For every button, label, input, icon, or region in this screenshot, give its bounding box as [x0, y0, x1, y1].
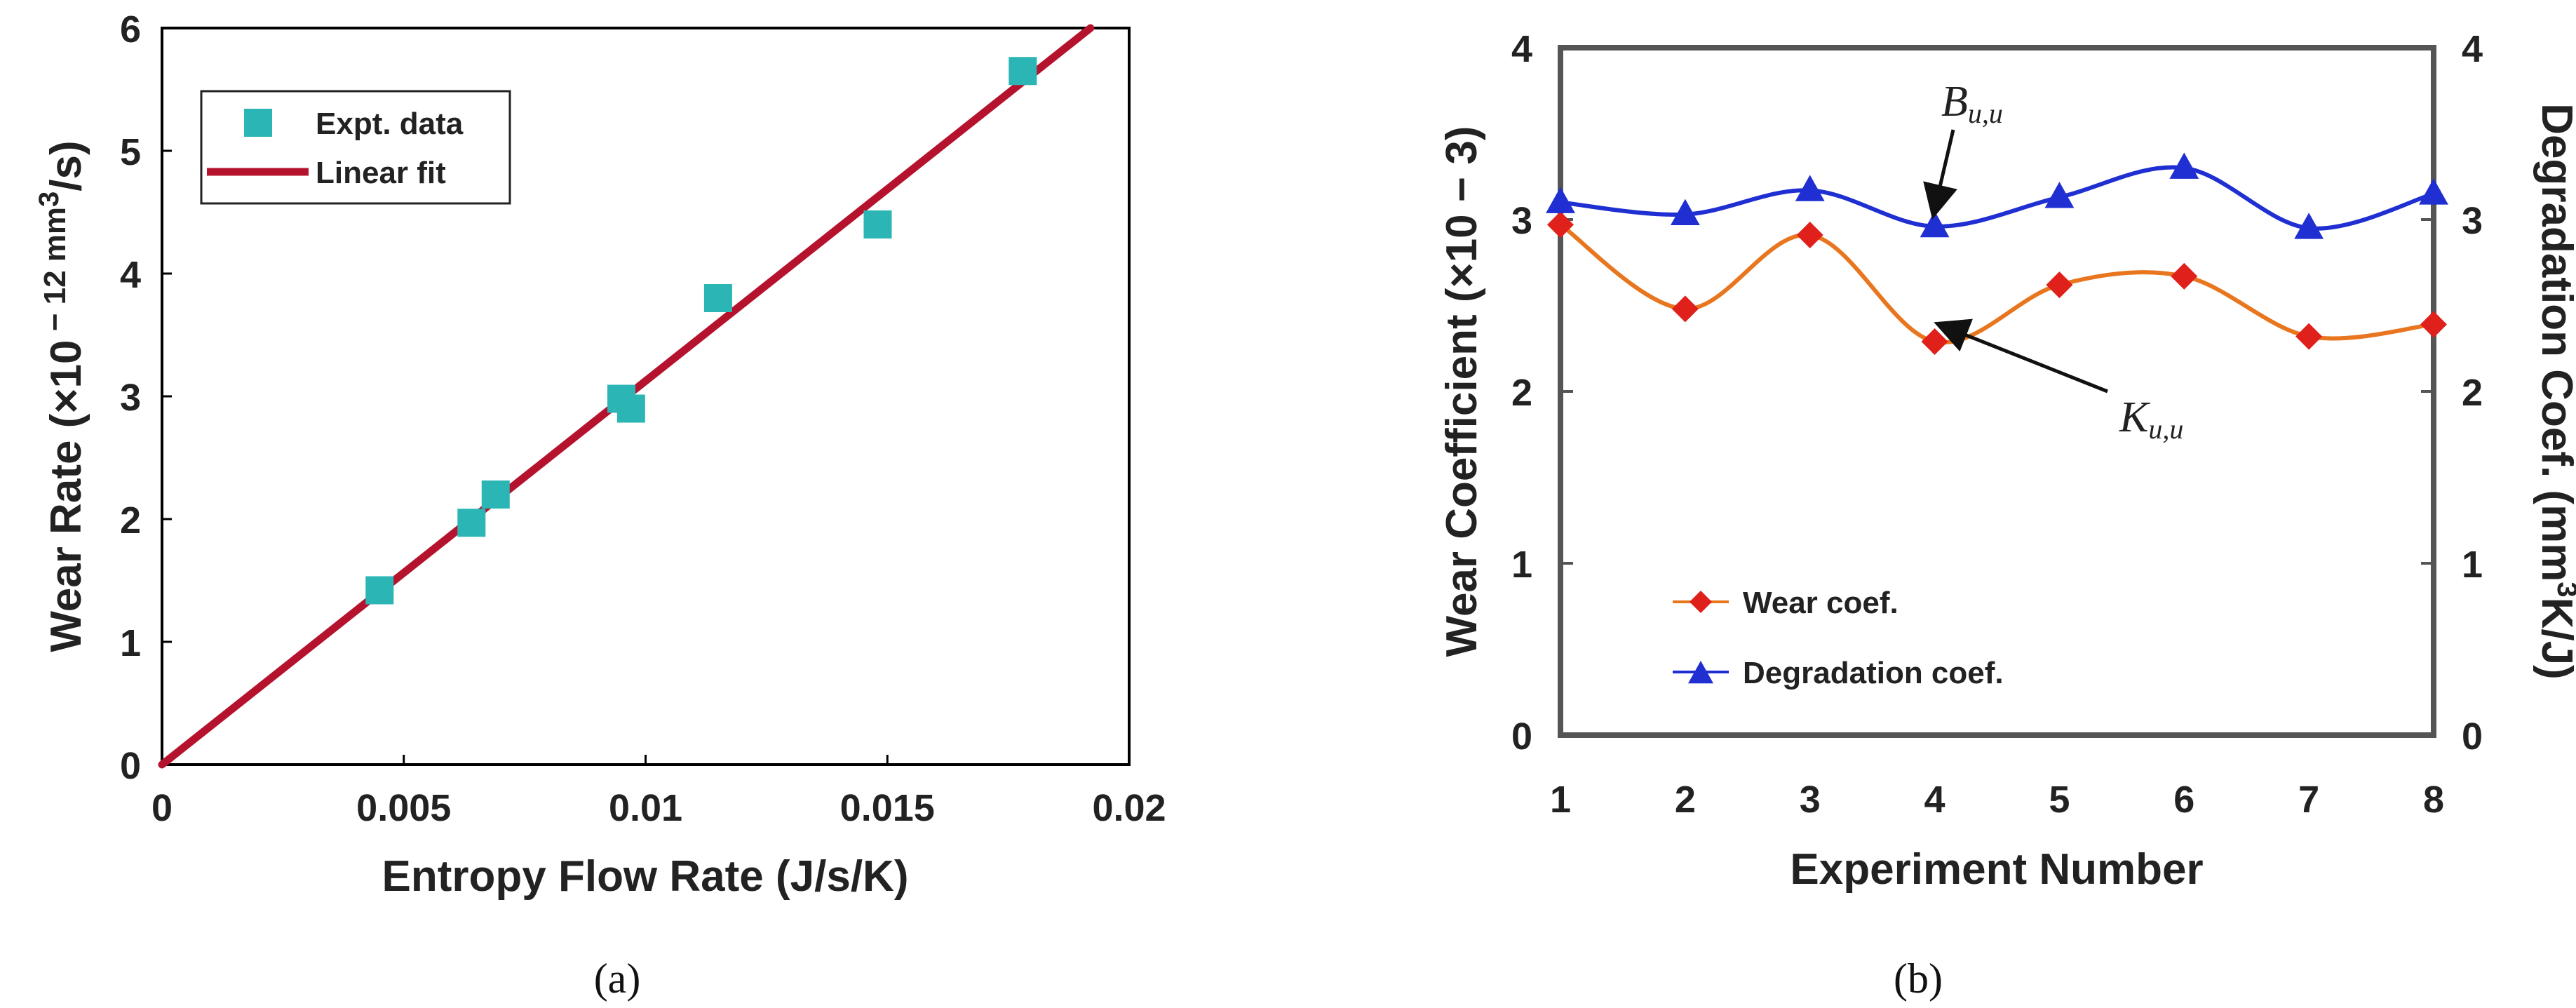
- annotation-b-uu-arrow: [1923, 129, 1957, 220]
- a-x-tick-label: 0.02: [1092, 787, 1166, 829]
- wear-coef-point: [2420, 311, 2447, 338]
- b-x-tick-label: 4: [1924, 779, 1946, 821]
- b-x-tick-label: 8: [2423, 779, 2444, 821]
- degradation-coef-point: [1670, 199, 1700, 226]
- panel-b-x-ticks: 1 2 3 4 5 6 7 8: [1550, 779, 2444, 821]
- a-y-tick-label: 1: [120, 622, 141, 664]
- panel-b-y2-axis-label: Degradation Coef. (mm3K/J): [2533, 103, 2576, 679]
- b-y-tick-label: 0: [1511, 715, 1532, 758]
- b-y2-tick-label: 2: [2462, 372, 2483, 414]
- b-y-tick-label: 1: [1511, 544, 1532, 586]
- a-y-tick-label: 5: [120, 131, 141, 173]
- panel-b-label: (b): [1894, 955, 1943, 1002]
- a-x-tick-label: 0.015: [840, 787, 935, 829]
- panel-b-y2-ticks: 0 1 2 3 4: [2421, 28, 2483, 758]
- b-x-tick-label: 1: [1550, 779, 1571, 821]
- panel-a-y-ticks: 0 1 2 3 4 5 6: [120, 8, 172, 787]
- panel-a: 0 0.005 0.01 0.015 0.02 0 1 2 3 4 5 6 Expt. data L…: [34, 8, 1166, 1002]
- b-y2-tick-label: 0: [2462, 715, 2483, 758]
- wear-coef-point: [1671, 295, 1699, 323]
- annotation-b-uu-label: Bu,u: [1941, 78, 2003, 129]
- expt-data-point: [365, 576, 394, 605]
- legend-marker-wear-coef: [1690, 591, 1712, 613]
- a-x-tick-label: 0.005: [356, 787, 451, 829]
- b-x-tick-label: 7: [2298, 779, 2319, 821]
- a-x-tick-label: 0: [151, 787, 173, 829]
- legend-marker-expt-data: [244, 109, 272, 137]
- expt-data-point: [481, 481, 510, 509]
- b-x-tick-label: 5: [2049, 779, 2070, 821]
- degradation-coef-line: [1560, 165, 2434, 231]
- a-y-tick-label: 6: [120, 8, 141, 51]
- wear-coef-point: [1547, 211, 1574, 238]
- panel-b-y-ticks: 0 1 2 3 4: [1511, 28, 1573, 758]
- a-y-tick-label: 4: [120, 254, 141, 296]
- a-y-tick-label: 2: [120, 499, 141, 542]
- annotation-k-uu-arrow: [1934, 318, 2108, 394]
- wear-coef-line: [1559, 222, 2434, 345]
- b-x-tick-label: 6: [2173, 779, 2194, 821]
- degradation-coef-point: [2419, 178, 2448, 205]
- wear-coef-point: [2046, 271, 2073, 299]
- expt-data-point: [1009, 57, 1037, 86]
- degradation-coef-point: [1920, 210, 1950, 238]
- b-y-tick-label: 4: [1511, 28, 1532, 70]
- annotation-k-uu-label: Ku,u: [2119, 394, 2183, 445]
- expt-data-point: [863, 210, 892, 238]
- wear-coef-point: [1796, 222, 1823, 249]
- panel-b-x-axis-label: Experiment Number: [1790, 845, 2203, 894]
- panel-b-y-axis-label: Wear Coefficient (×10 − 3): [1438, 126, 1486, 657]
- panel-a-legend: Expt. data Linear fit: [200, 90, 511, 205]
- a-y-tick-label: 0: [120, 745, 141, 787]
- panel-a-series: [158, 24, 1095, 769]
- annotation-b-uu: Bu,u: [1923, 78, 2003, 220]
- a-y-tick-label: 3: [120, 377, 141, 419]
- wear-coef-point: [2295, 323, 2323, 350]
- b-y2-tick-label: 4: [2462, 28, 2483, 70]
- b-x-tick-label: 2: [1675, 779, 1696, 821]
- panel-a-x-axis-label: Entropy Flow Rate (J/s/K): [382, 852, 909, 901]
- legend-marker-degradation-coef: [1687, 661, 1714, 684]
- panel-b-series: [1546, 152, 2448, 355]
- b-y2-tick-label: 1: [2462, 544, 2483, 586]
- b-y2-tick-label: 3: [2462, 200, 2483, 242]
- panel-b-frame: [1558, 45, 2436, 738]
- wear-coef-point: [2171, 262, 2198, 290]
- annotation-k-uu: Ku,u: [1934, 318, 2183, 445]
- expt-data-point: [457, 509, 486, 537]
- degradation-coef-point: [2294, 213, 2324, 239]
- legend-label-expt-data: Expt. data: [316, 107, 464, 141]
- legend-label-linear-fit: Linear fit: [316, 156, 446, 190]
- degradation-coef-point: [2169, 152, 2199, 179]
- b-x-tick-label: 3: [1800, 779, 1821, 821]
- panel-a-y-axis-label: Wear Rate (×10 − 12 mm3/s): [34, 140, 90, 652]
- degradation-coef-point: [1795, 175, 1825, 201]
- panel-a-x-ticks: 0 0.005 0.01 0.015 0.02: [151, 755, 1166, 829]
- legend-label-degradation-coef: Degradation coef.: [1743, 656, 2004, 690]
- legend-label-wear-coef: Wear coef.: [1743, 586, 1899, 620]
- wear-coef-point: [1921, 328, 1948, 355]
- b-y-tick-label: 3: [1511, 200, 1532, 242]
- panel-a-label: (a): [594, 955, 641, 1002]
- expt-data-point: [703, 284, 732, 312]
- degradation-coef-point: [1546, 187, 1575, 213]
- degradation-coef-point: [2044, 182, 2075, 208]
- expt-data-point: [616, 394, 645, 423]
- b-y-tick-label: 2: [1511, 372, 1532, 414]
- a-x-tick-label: 0.01: [609, 787, 682, 829]
- panel-b-legend: Wear coef. Degradation coef.: [1673, 586, 2004, 690]
